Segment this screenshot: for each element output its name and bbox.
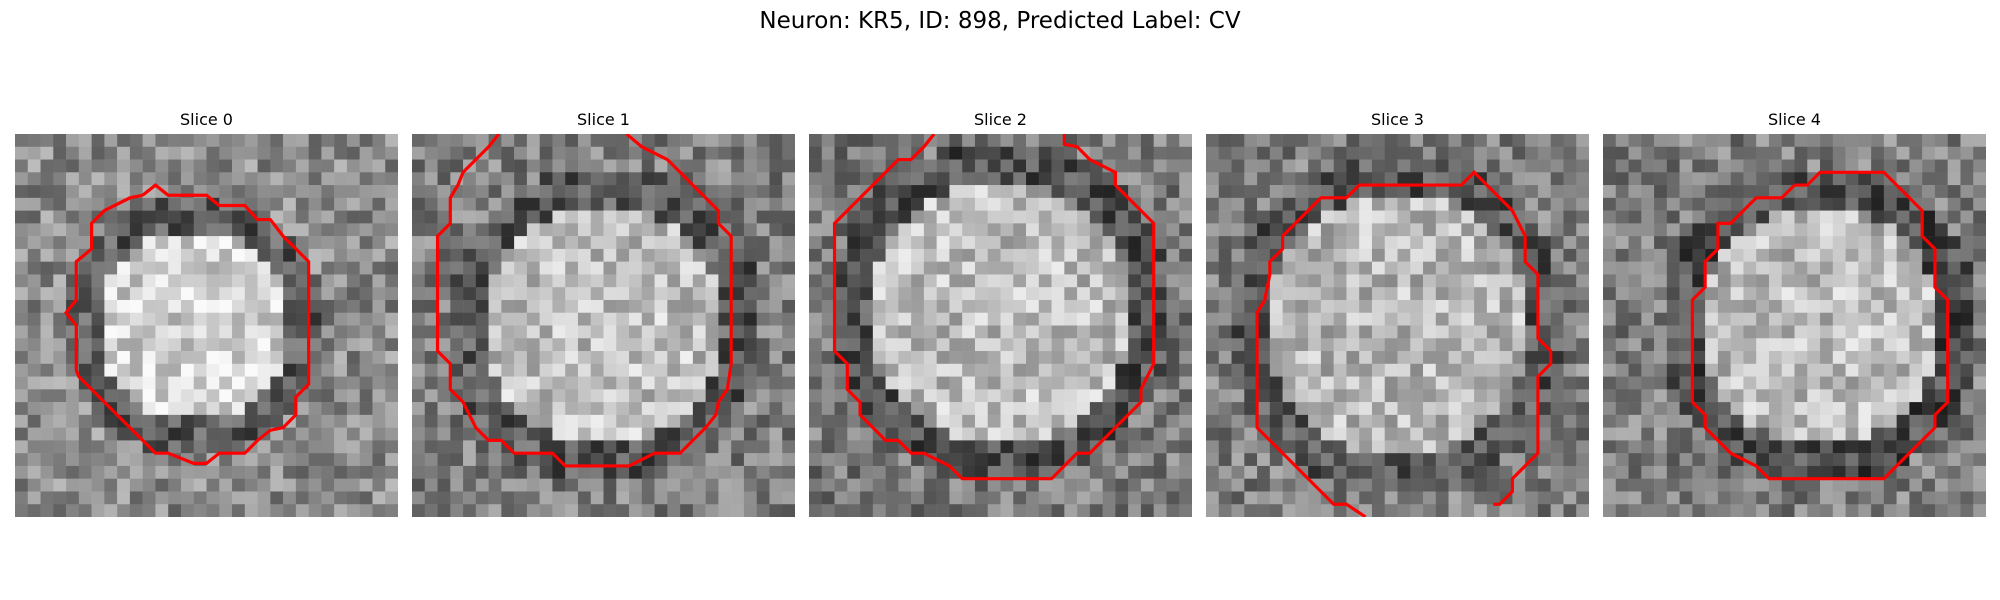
- slice-image-2: [809, 134, 1192, 517]
- slice-panel-4: Slice 4: [1603, 108, 1986, 517]
- slice-image-1: [412, 134, 795, 517]
- slice-panel-0: Slice 0: [15, 108, 398, 517]
- slice-title-1: Slice 1: [412, 108, 795, 132]
- slice-panel-2: Slice 2: [809, 108, 1192, 517]
- slice-image-4: [1603, 134, 1986, 517]
- slice-title-4: Slice 4: [1603, 108, 1986, 132]
- slice-title-2: Slice 2: [809, 108, 1192, 132]
- slice-title-0: Slice 0: [15, 108, 398, 132]
- slice-panel-1: Slice 1: [412, 108, 795, 517]
- slice-image-0: [15, 134, 398, 517]
- figure-title: Neuron: KR5, ID: 898, Predicted Label: C…: [0, 8, 2000, 34]
- slice-title-3: Slice 3: [1206, 108, 1589, 132]
- slice-panel-3: Slice 3: [1206, 108, 1589, 517]
- slice-image-3: [1206, 134, 1589, 517]
